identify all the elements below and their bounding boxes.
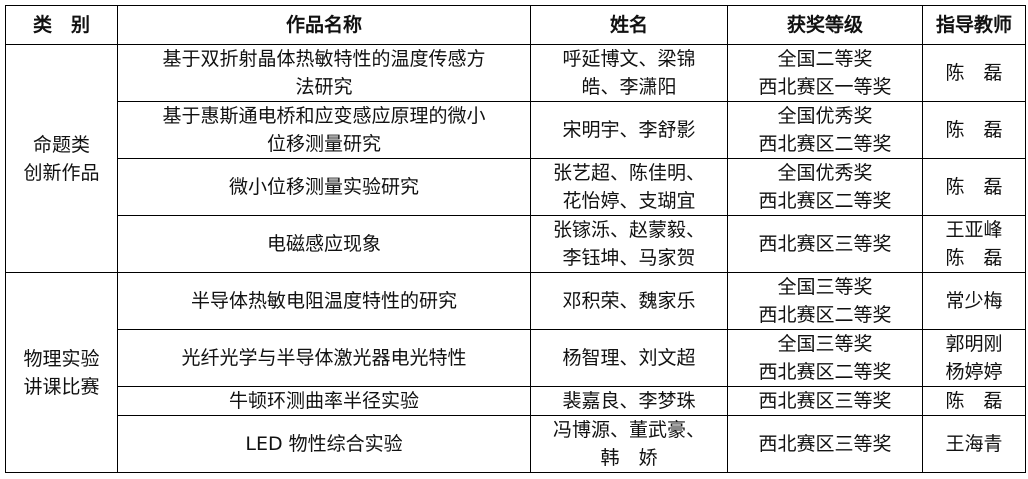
names-cell: 张艺超、陈佳明、 花怡婷、支瑚宜 [530, 158, 728, 216]
header-title: 作品名称 [117, 5, 531, 45]
header-category: 类 别 [5, 5, 118, 45]
advisor-cell: 郭明刚 杨婷婷 [922, 329, 1026, 387]
title-cell: 牛顿环测曲率半径实验 [117, 386, 531, 416]
names-cell: 张镓泺、赵蒙毅、 李钰坤、马家贺 [530, 215, 728, 273]
table-row: 物理实验 讲课比赛 半导体热敏电阻温度特性的研究 邓积荣、魏家乐 全国三等奖 西北赛区… [5, 272, 1026, 473]
table-row: 微小位移测量实验研究 张艺超、陈佳明、 花怡婷、支瑚宜 全国优秀奖 西北赛区二等奖陈… [6, 158, 1026, 216]
title-cell: 微小位移测量实验研究 [117, 158, 531, 216]
award-cell: 全国优秀奖 西北赛区二等奖 [727, 158, 923, 216]
names-cell: 呼延博文、梁锦 皓、李潇阳 [530, 44, 728, 102]
award-cell: 西北赛区三等奖 [727, 215, 923, 273]
header-names: 姓名 [530, 5, 728, 45]
table-row: 光纤光学与半导体激光器电光特性 杨智理、刘文超 全国三等奖 西北赛区二等奖 郭明刚 杨… [6, 329, 1026, 387]
title-cell: 基于双折射晶体热敏特性的温度传感方 法研究 [117, 44, 531, 102]
title-cell: 基于惠斯通电桥和应变感应原理的微小 位移测量研究 [117, 101, 531, 159]
names-cell: 杨智理、刘文超 [530, 329, 728, 387]
names-cell: 裴嘉良、李梦珠 [530, 386, 728, 416]
award-cell: 全国二等奖 西北赛区一等奖 [727, 44, 923, 102]
award-cell: 全国三等奖 西北赛区二等奖 [727, 272, 923, 330]
award-cell: 全国三等奖 西北赛区二等奖 [727, 329, 923, 387]
award-cell: 西北赛区三等奖 [727, 415, 923, 473]
category-cell: 物理实验 讲课比赛 [5, 272, 118, 473]
award-cell: 西北赛区三等奖 [727, 386, 923, 416]
title-cell: LED 物性综合实验 [117, 415, 531, 473]
header-award: 获奖等级 [727, 5, 923, 45]
table-row: 基于惠斯通电桥和应变感应原理的微小 位移测量研究 宋明宇、李舒影 全国优秀奖 西北赛… [6, 101, 1026, 159]
header-row: 类 别 作品名称 姓名 获奖等级 指导教师 [5, 5, 1026, 45]
advisor-cell: 常少梅 [922, 272, 1026, 330]
advisor-cell: 陈 磊 [922, 158, 1026, 216]
table-row: LED 物性综合实验 冯博源、董武豪、 韩 娇西北赛区三等奖 王海青 [6, 415, 1026, 473]
award-cell: 全国优秀奖 西北赛区二等奖 [727, 101, 923, 159]
advisor-cell: 陈 磊 [922, 101, 1026, 159]
names-cell: 邓积荣、魏家乐 [530, 272, 728, 330]
title-cell: 光纤光学与半导体激光器电光特性 [117, 329, 531, 387]
table-row: 命题类 创新作品 基于双折射晶体热敏特性的温度传感方 法研究 呼延博文、梁锦 皓、李… [5, 44, 1026, 273]
advisor-cell: 陈 磊 [922, 44, 1026, 102]
category-cell: 命题类 创新作品 [5, 44, 118, 273]
names-cell: 冯博源、董武豪、 韩 娇 [530, 415, 728, 473]
table-row: 电磁感应现象 张镓泺、赵蒙毅、 李钰坤、马家贺 西北赛区三等奖 王亚峰 陈 磊 [6, 215, 1026, 273]
table-row: 牛顿环测曲率半径实验 裴嘉良、李梦珠 西北赛区三等奖陈 磊 [6, 386, 1026, 416]
names-cell: 宋明宇、李舒影 [530, 101, 728, 159]
advisor-cell: 陈 磊 [922, 386, 1026, 416]
title-cell: 半导体热敏电阻温度特性的研究 [117, 272, 531, 330]
advisor-cell: 王亚峰 陈 磊 [922, 215, 1026, 273]
advisor-cell: 王海青 [922, 415, 1026, 473]
title-cell: 电磁感应现象 [117, 215, 531, 273]
header-advisor: 指导教师 [922, 5, 1026, 45]
awards-table: 类 别 作品名称 姓名 获奖等级 指导教师 命题类 创新作品 基于双折射晶体热敏特… [5, 5, 1026, 473]
